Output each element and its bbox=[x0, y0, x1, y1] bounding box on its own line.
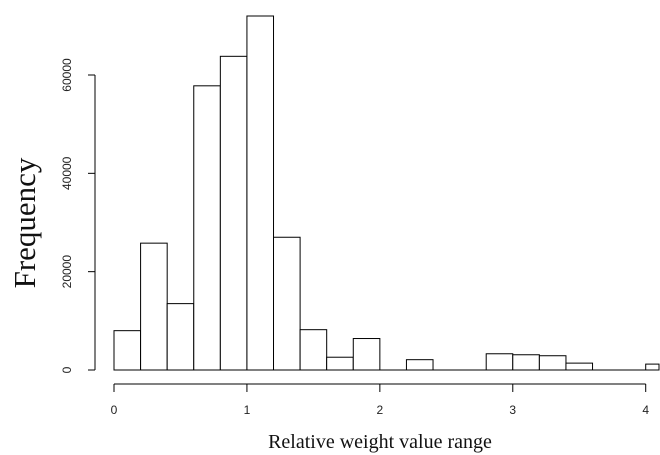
y-tick-label-0: 0 bbox=[60, 366, 74, 373]
histogram-bar-8 bbox=[326, 356, 354, 371]
histogram-bar-15 bbox=[512, 354, 540, 371]
histogram-bar-9 bbox=[352, 338, 381, 371]
histogram-bar-0 bbox=[113, 330, 142, 371]
y-tick-label-3: 60000 bbox=[60, 58, 74, 92]
axes-layer: 0 1 2 3 4 0 20000 40000 60000 bbox=[60, 58, 659, 417]
histogram-bar-11 bbox=[405, 359, 434, 371]
x-axis-title: Relative weight value range bbox=[268, 431, 492, 453]
histogram-bar-20 bbox=[645, 363, 660, 371]
histogram-bar-17 bbox=[565, 362, 594, 371]
histogram-bar-6 bbox=[273, 236, 301, 371]
x-tick-label-0: 0 bbox=[111, 403, 118, 417]
histogram-bar-1 bbox=[140, 242, 168, 371]
histogram-bar-5 bbox=[246, 15, 275, 371]
y-tick-label-1: 20000 bbox=[60, 255, 74, 289]
y-axis-title: Frequency bbox=[7, 157, 42, 288]
x-tick-label-3: 3 bbox=[509, 403, 516, 417]
x-tick-label-2: 2 bbox=[377, 403, 384, 417]
x-tick-label-1: 1 bbox=[244, 403, 251, 417]
histogram-bar-2 bbox=[166, 303, 195, 371]
bars-layer bbox=[113, 15, 660, 371]
histogram-bar-14 bbox=[485, 353, 514, 371]
histogram-bar-4 bbox=[219, 55, 248, 371]
histogram-bar-7 bbox=[299, 329, 328, 371]
x-tick-label-4: 4 bbox=[642, 403, 649, 417]
y-tick-label-2: 40000 bbox=[60, 156, 74, 190]
histogram-bar-16 bbox=[538, 355, 567, 371]
histogram-bar-3 bbox=[193, 85, 221, 371]
